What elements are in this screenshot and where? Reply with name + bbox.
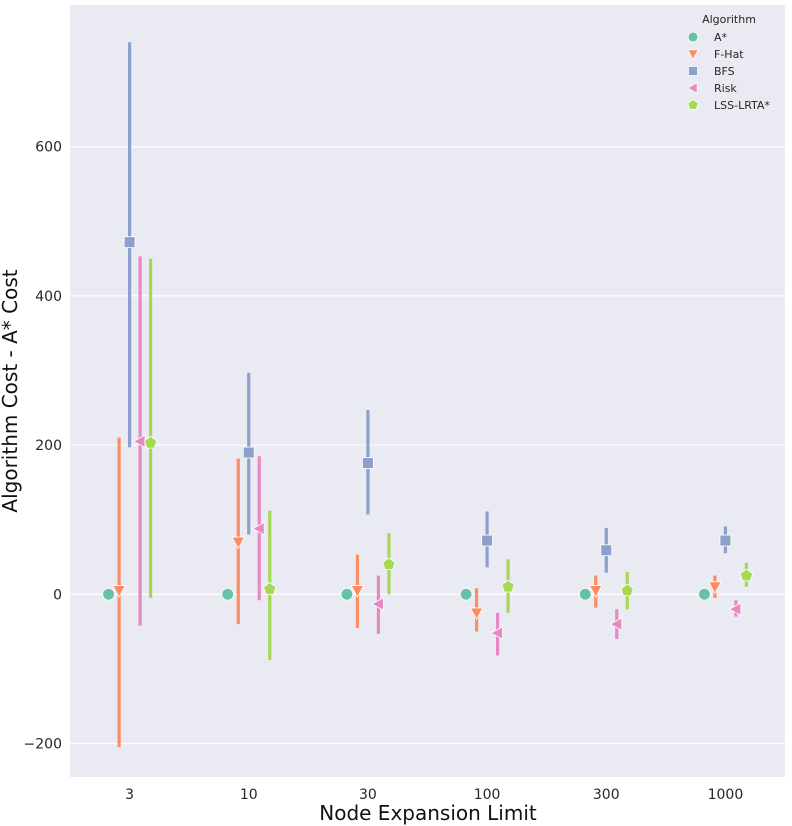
- data-point: [102, 587, 115, 601]
- data-point: [578, 587, 592, 601]
- legend-item: Risk: [686, 82, 737, 95]
- y-tick-label: 0: [53, 587, 62, 603]
- legend-item: LSS-LRTA*: [687, 99, 770, 112]
- y-tick-label: 200: [35, 438, 62, 454]
- legend-item: BFS: [688, 65, 735, 78]
- legend-label: LSS-LRTA*: [714, 99, 770, 112]
- y-tick-labels: −200 0 200 400 600: [24, 140, 62, 753]
- data-point: [469, 607, 484, 621]
- data-point: [739, 568, 754, 582]
- x-tick-label: 10: [240, 787, 258, 803]
- legend-marker: [688, 66, 698, 76]
- data-point: [501, 579, 515, 593]
- data-point: [708, 581, 722, 595]
- x-tick-label: 30: [359, 787, 377, 803]
- x-tick-label: 300: [593, 787, 620, 803]
- legend-label: Risk: [714, 82, 737, 95]
- series-a-: [102, 587, 711, 601]
- x-tick-labels: 3 10 30 100 300 1000: [125, 787, 743, 803]
- legend-title: Algorithm: [702, 13, 756, 26]
- y-tick-label: 400: [35, 289, 62, 305]
- legend-marker: [686, 82, 698, 94]
- y-tick-label: 600: [35, 140, 62, 156]
- data-point: [728, 602, 742, 617]
- legend-marker: [687, 49, 699, 61]
- data-point: [459, 587, 473, 601]
- series-lss-lrta-: [143, 258, 754, 660]
- legend-label: F-Hat: [714, 48, 744, 61]
- legend-label: BFS: [714, 65, 735, 78]
- data-point: [242, 446, 255, 459]
- data-point: [112, 585, 126, 598]
- legend-marker: [687, 31, 699, 43]
- data-point: [263, 582, 277, 595]
- data-point: [340, 587, 354, 601]
- x-tick-label: 100: [474, 787, 501, 803]
- legend-item: F-Hat: [687, 48, 744, 61]
- data-point: [251, 521, 265, 536]
- data-point: [620, 583, 634, 597]
- legend-marker: [687, 99, 699, 110]
- x-axis-label: Node Expansion Limit: [319, 801, 537, 825]
- grid-lines: [70, 146, 785, 745]
- data-point: [221, 587, 235, 601]
- data-point: [609, 617, 623, 631]
- legend-item: A*: [687, 31, 728, 44]
- y-tick-label: −200: [24, 736, 62, 752]
- series-layer: [102, 42, 754, 748]
- data-point: [371, 597, 384, 611]
- series-bfs: [123, 42, 732, 573]
- data-point: [490, 626, 503, 640]
- y-axis-label: Algorithm Cost - A* Cost: [0, 269, 22, 512]
- legend-label: A*: [714, 31, 728, 44]
- series-f-hat: [112, 437, 722, 748]
- data-point: [382, 557, 396, 571]
- data-point: [123, 236, 136, 249]
- legend: Algorithm A* F-Hat BFS Risk LSS-LRTA*: [686, 13, 770, 112]
- data-point: [588, 585, 603, 598]
- data-point: [362, 457, 374, 469]
- data-point: [350, 585, 365, 598]
- data-point: [600, 544, 613, 557]
- plot-area: [70, 5, 785, 777]
- data-point: [481, 534, 493, 547]
- data-point: [231, 536, 246, 550]
- x-tick-label: 3: [125, 787, 134, 803]
- data-point: [698, 587, 711, 601]
- x-tick-label: 1000: [708, 787, 744, 803]
- series-risk: [132, 256, 742, 656]
- data-point: [719, 534, 732, 547]
- data-point: [143, 435, 158, 449]
